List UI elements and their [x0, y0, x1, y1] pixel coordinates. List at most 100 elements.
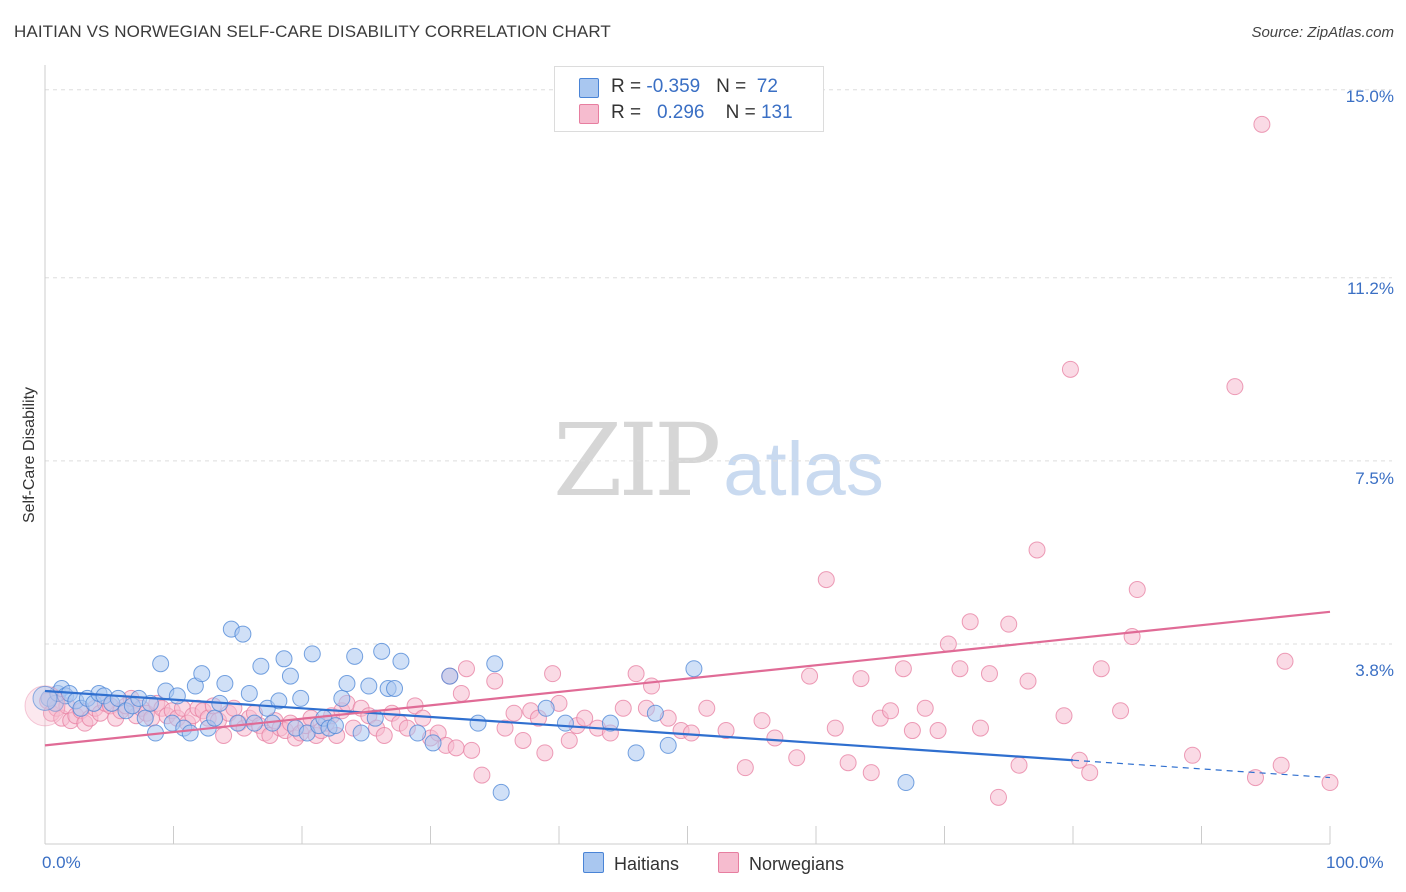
legend-r-label: R =: [611, 76, 647, 97]
norwegians-swatch-icon: [579, 104, 599, 124]
norwegian-point-136: [1184, 746, 1202, 764]
norwegian-point-139: [1253, 115, 1271, 133]
haitian-point-69: [601, 714, 619, 732]
haitian-point-73: [685, 660, 703, 678]
haitians-trend-extension: [1072, 759, 1331, 779]
norwegian-point-122: [980, 665, 998, 683]
norwegian-point-141: [1276, 652, 1294, 670]
haitian-point-71: [646, 704, 664, 722]
haitian-point-55: [360, 677, 378, 695]
norwegian-point-118: [939, 635, 957, 653]
haitian-point-74: [897, 774, 915, 792]
norwegian-point-116: [916, 699, 934, 717]
haitian-point-53: [346, 647, 364, 665]
norwegian-point-103: [753, 712, 771, 730]
norwegian-point-100: [698, 699, 716, 717]
norwegian-point-80: [496, 719, 514, 737]
norwegian-point-140: [1272, 756, 1290, 774]
norwegian-point-132: [1092, 660, 1110, 678]
norwegians-legend-icon: [718, 852, 739, 873]
y-tick-label-3-8: 3.8%: [1355, 661, 1394, 680]
haitian-point-42: [281, 667, 299, 685]
norwegian-point-115: [903, 722, 921, 740]
norwegian-point-119: [951, 660, 969, 678]
norwegian-point-138: [1246, 769, 1264, 787]
norwegian-point-35: [215, 727, 233, 745]
norwegian-point-114: [894, 660, 912, 678]
bottom-legend-haitians[interactable]: Haitians: [583, 852, 679, 875]
norwegian-point-96: [643, 677, 661, 695]
x-tick-label-0: 0.0%: [42, 853, 81, 872]
legend-r-value-haitians: -0.359: [646, 76, 701, 97]
haitian-point-17: [136, 709, 154, 727]
norwegian-point-99: [682, 724, 700, 742]
haitian-point-27: [193, 665, 211, 683]
norwegian-point-64: [375, 727, 393, 745]
haitian-cluster-point: [32, 685, 58, 711]
haitian-point-61: [409, 724, 427, 742]
norwegian-point-124: [1000, 615, 1018, 633]
haitian-point-51: [333, 689, 351, 707]
norwegian-point-109: [839, 754, 857, 772]
norwegian-point-106: [801, 667, 819, 685]
haitian-point-44: [292, 689, 310, 707]
bottom-legend-norwegians[interactable]: Norwegians: [718, 852, 844, 875]
legend-r-label: R =: [611, 102, 647, 123]
norwegian-point-127: [1028, 541, 1046, 559]
haitian-point-59: [386, 679, 404, 697]
norwegian-point-69: [414, 709, 432, 727]
haitian-point-57: [373, 642, 391, 660]
haitians-trend-line: [44, 689, 1074, 762]
norwegian-point-128: [1055, 707, 1073, 725]
norwegian-point-94: [627, 665, 645, 683]
legend-n-value-haitians: 72: [756, 76, 778, 97]
haitian-point-54: [352, 724, 370, 742]
norwegian-point-142: [1321, 774, 1339, 792]
norwegian-point-77: [463, 741, 481, 759]
norwegian-point-76: [457, 660, 475, 678]
norwegian-point-90: [576, 709, 594, 727]
y-tick-label-11-2: 11.2%: [1347, 279, 1394, 298]
norwegian-point-102: [736, 759, 754, 777]
norwegian-point-113: [882, 702, 900, 720]
y-axis-title: Self-Care Disability: [21, 386, 38, 524]
source-label: Source: ZipAtlas.com: [1251, 24, 1394, 41]
norwegian-point-125: [1010, 756, 1028, 774]
legend-n-value-norwegians: 131: [760, 102, 793, 123]
haitian-point-41: [275, 650, 293, 668]
correlation-legend: R = -0.359 N = 72 R = 0.296 N = 131: [554, 66, 824, 132]
chart-title: HAITIAN VS NORWEGIAN SELF-CARE DISABILIT…: [14, 22, 611, 41]
norwegians-legend-label: Norwegians: [749, 854, 845, 874]
haitian-point-34: [234, 625, 252, 643]
haitian-point-29: [206, 709, 224, 727]
norwegian-point-137: [1226, 378, 1244, 396]
haitian-point-50: [326, 717, 344, 735]
norwegian-point-81: [505, 704, 523, 722]
haitian-point-70: [627, 744, 645, 762]
norwegian-point-79: [486, 672, 504, 690]
norwegian-point-86: [544, 665, 562, 683]
y-tick-label-15: 15.0%: [1345, 87, 1394, 106]
haitian-point-52: [338, 675, 356, 693]
haitian-point-33: [229, 714, 247, 732]
legend-n-label: N =: [716, 76, 752, 97]
haitian-point-37: [252, 657, 270, 675]
norwegian-point-75: [452, 684, 470, 702]
haitian-point-66: [492, 783, 510, 801]
haitian-point-65: [486, 655, 504, 673]
norwegian-point-126: [1019, 672, 1037, 690]
watermark-atlas: atlas: [723, 427, 884, 512]
haitian-point-72: [659, 736, 677, 754]
haitian-point-23: [168, 687, 186, 705]
haitians-legend-label: Haitians: [614, 854, 680, 874]
haitian-point-46: [303, 645, 321, 663]
norwegian-point-117: [929, 722, 947, 740]
haitian-point-25: [181, 724, 199, 742]
norwegian-point-101: [717, 722, 735, 740]
haitian-point-62: [424, 734, 442, 752]
norwegian-point-107: [817, 571, 835, 589]
norwegian-point-131: [1081, 764, 1099, 782]
norwegian-point-121: [971, 719, 989, 737]
x-tick-label-100: 100.0%: [1326, 853, 1384, 872]
